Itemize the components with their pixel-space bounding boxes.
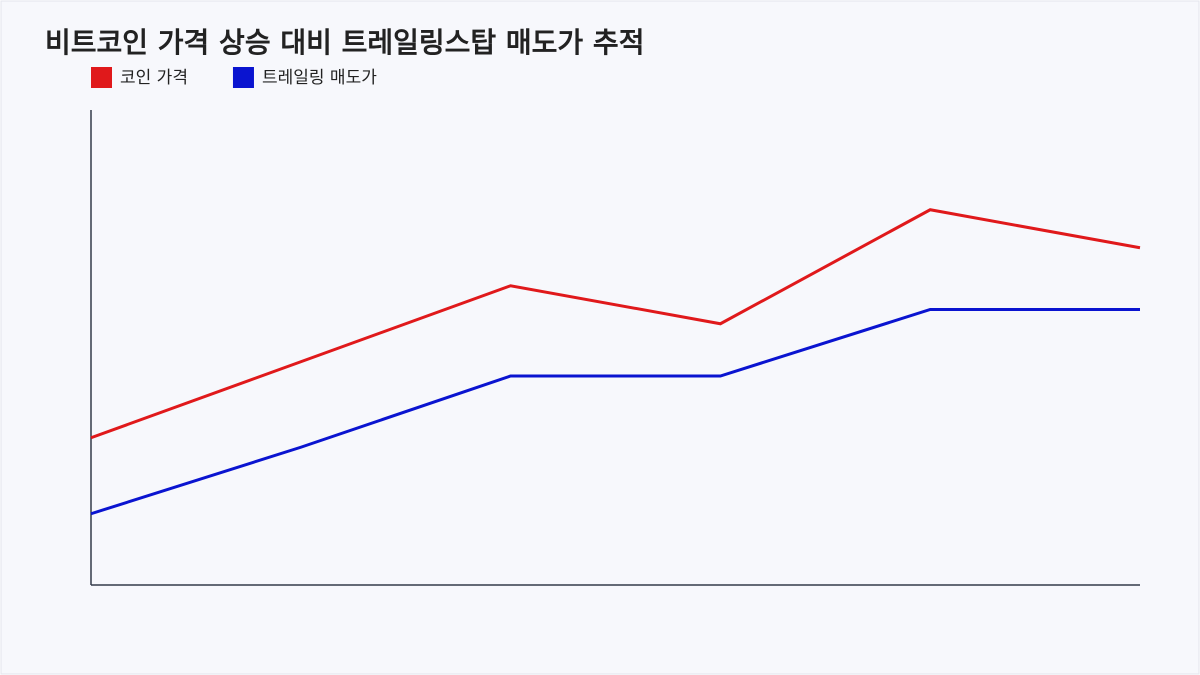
legend-label: 트레일링 매도가 [262, 68, 377, 88]
legend-swatch [91, 67, 112, 88]
series-line [90, 308, 1140, 516]
chart-title: 비트코인 가격 상승 대비 트레일링스탑 매도가 추적 [45, 26, 644, 59]
legend-label: 코인 가격 [120, 68, 188, 88]
legend-swatch [232, 67, 254, 88]
series-line [90, 208, 1141, 440]
